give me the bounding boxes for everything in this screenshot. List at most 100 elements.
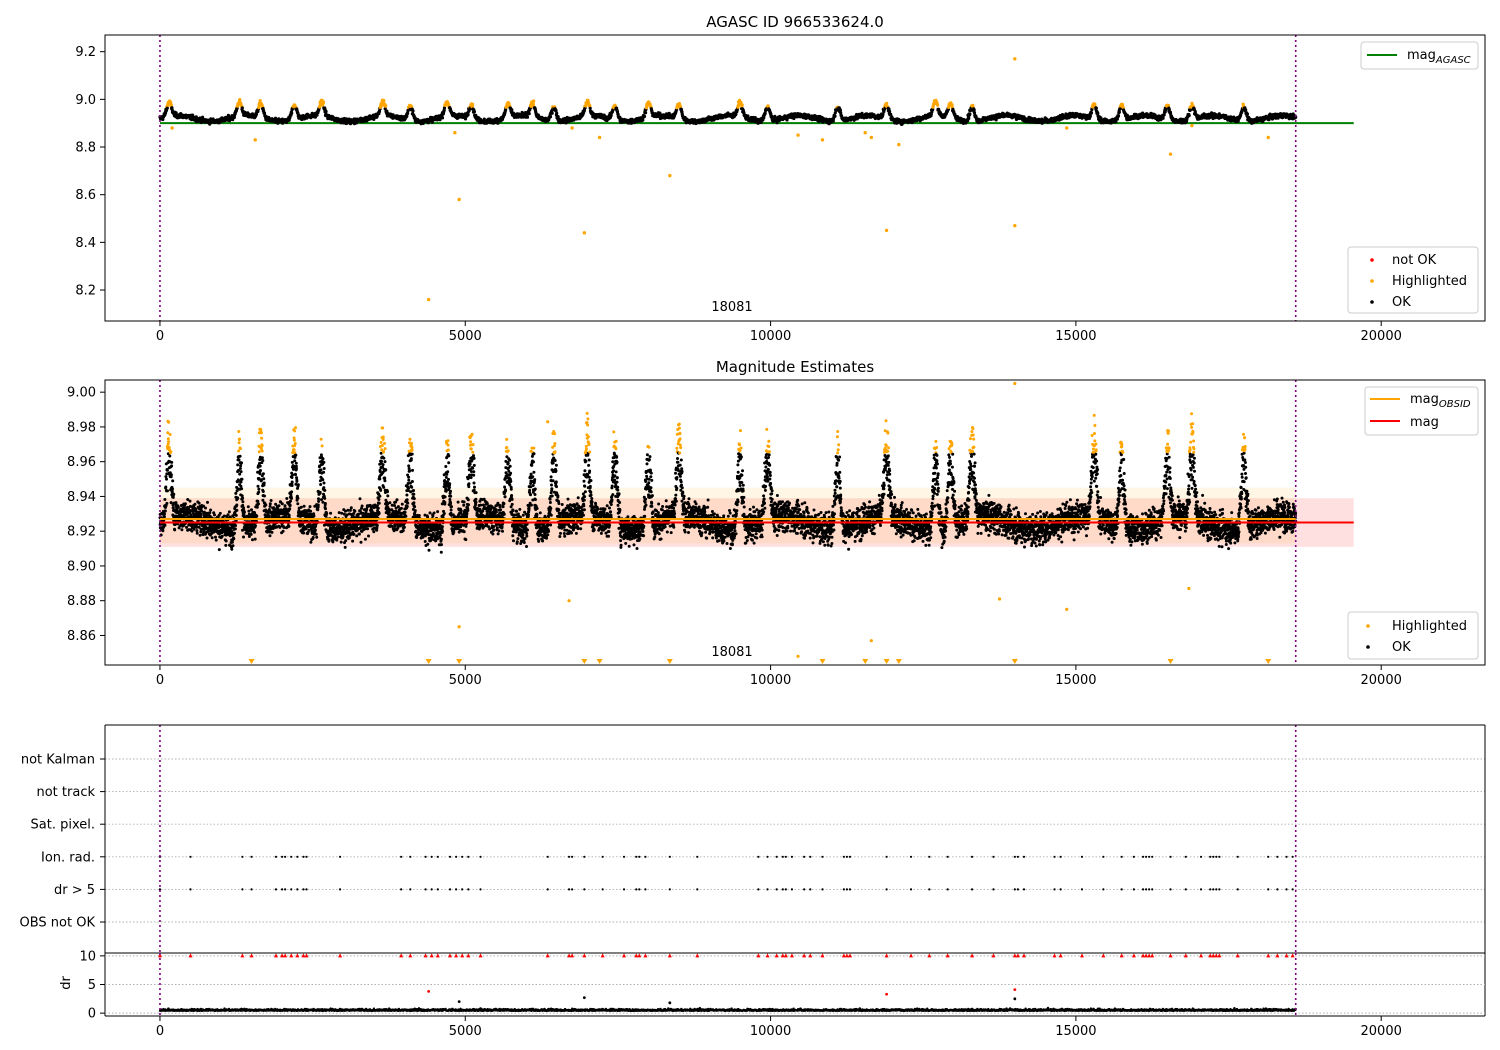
estimates-point	[224, 539, 228, 543]
estimates-point	[188, 499, 192, 503]
agasc-point	[238, 98, 242, 102]
agasc-point	[1244, 108, 1248, 112]
agasc-highlighted-point	[170, 126, 174, 130]
agasc-point	[1114, 120, 1118, 124]
legend-not-ok-swatch	[1370, 258, 1374, 262]
estimates-point	[241, 500, 245, 504]
agasc-point	[527, 112, 531, 116]
agasc-obsid-label: 18081	[711, 300, 752, 315]
agasc-highlighted-point	[253, 138, 257, 142]
agasc-point	[290, 111, 294, 115]
estimates-point	[164, 475, 168, 479]
estimates-point	[171, 487, 174, 491]
agasc-highlighted-point	[453, 131, 457, 135]
estimates-point	[169, 450, 173, 454]
agasc-point	[968, 112, 972, 116]
estimates-point	[180, 528, 184, 532]
agasc-highlighted-point	[1013, 223, 1017, 228]
agasc-y-tick-label: 8.8	[75, 141, 96, 156]
estimates-point	[261, 472, 265, 476]
agasc-point	[588, 106, 592, 110]
estimates-title: Magnitude Estimates	[716, 358, 874, 376]
agasc-point	[257, 106, 261, 110]
estimates-point	[258, 464, 262, 468]
agasc-point	[324, 109, 328, 114]
estimates-point	[238, 437, 241, 441]
estimates-point	[163, 509, 167, 513]
agasc-point	[833, 114, 837, 118]
agasc-point	[972, 108, 976, 112]
estimates-point	[251, 538, 254, 542]
estimates-point	[260, 444, 264, 448]
estimates-point	[173, 528, 177, 532]
estimates-point	[260, 436, 264, 440]
estimates-point	[235, 503, 239, 507]
estimates-point	[192, 527, 196, 531]
agasc-y-tick-label: 9.2	[75, 45, 96, 60]
estimates-point	[235, 508, 239, 512]
agasc-point	[967, 116, 971, 120]
agasc-point	[609, 113, 613, 118]
estimates-point	[238, 454, 242, 458]
agasc-point	[220, 116, 224, 120]
estimates-point	[199, 512, 203, 516]
estimates-point	[204, 506, 207, 510]
estimates-point	[267, 514, 271, 518]
agasc-highlighted-point	[820, 138, 825, 142]
estimates-point	[268, 534, 272, 538]
agasc-point	[472, 110, 476, 114]
estimates-point	[168, 433, 172, 436]
estimates-point	[167, 420, 171, 424]
estimates-point	[163, 523, 167, 527]
estimates-point	[183, 502, 187, 506]
estimates-point	[237, 449, 241, 453]
agasc-point	[1089, 111, 1094, 115]
estimates-point	[253, 537, 257, 541]
agasc-title: AGASC ID 966533624.0	[706, 13, 884, 31]
agasc-point	[165, 106, 169, 110]
estimates-point	[162, 515, 166, 519]
estimates-point	[239, 447, 242, 451]
agasc-legend-line: magAGASC	[1360, 41, 1479, 70]
estimates-point	[176, 505, 180, 509]
estimates-point	[254, 524, 257, 528]
agasc-highlighted-point	[863, 131, 867, 135]
estimates-point	[234, 491, 238, 495]
agasc-point	[321, 101, 326, 105]
estimates-point	[240, 461, 243, 465]
legend-ok-swatch	[1370, 300, 1374, 304]
agasc-point	[1116, 114, 1121, 118]
estimates-point	[166, 442, 170, 446]
estimates-point	[237, 458, 241, 462]
estimates-point	[260, 456, 264, 460]
estimates-point	[210, 536, 214, 540]
estimates-point	[231, 544, 235, 548]
estimates-point	[269, 499, 273, 502]
estimates-point	[272, 506, 276, 510]
agasc-point	[262, 111, 267, 115]
estimates-point	[238, 467, 242, 470]
estimates-point	[243, 510, 246, 514]
agasc-highlighted-point	[897, 142, 901, 147]
estimates-point	[257, 450, 261, 454]
estimates-point	[261, 498, 265, 502]
estimates-point	[255, 514, 259, 518]
estimates-point	[260, 449, 264, 453]
agasc-highlighted-point	[1190, 123, 1194, 128]
estimates-point	[224, 543, 228, 547]
estimates-point	[171, 495, 175, 499]
estimates-point	[242, 535, 245, 539]
agasc-point	[466, 113, 470, 117]
agasc-panel: AGASC ID 966533624.0 18081 0 5000 10000 150…	[75, 13, 1486, 344]
agasc-highlighted-point	[1013, 57, 1017, 61]
estimates-point	[198, 533, 202, 537]
agasc-point	[510, 108, 514, 112]
agasc-point	[382, 98, 386, 103]
agasc-point	[471, 102, 475, 106]
agasc-point	[641, 118, 645, 122]
agasc-x-tick-label: 5000	[449, 329, 482, 344]
agasc-y-tick-label: 8.4	[75, 236, 96, 251]
agasc-x-tick-label: 15000	[1055, 329, 1096, 344]
estimates-point	[232, 537, 236, 541]
